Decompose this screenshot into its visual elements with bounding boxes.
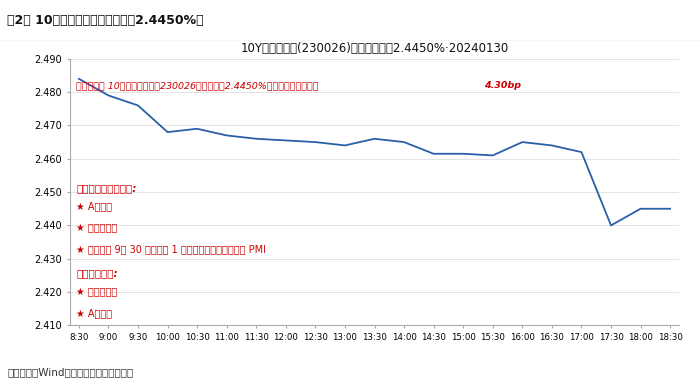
Text: 图2： 10年期国市活跃券收益率（2.4450%）: 图2： 10年期国市活跃券收益率（2.4450%） — [7, 14, 204, 27]
Text: ★ 明天上午 9点 30 分将发布 1 月官方制造业和非制造业 PMI: ★ 明天上午 9点 30 分将发布 1 月官方制造业和非制造业 PMI — [76, 244, 266, 254]
Text: 数据来源：Wind，广发证券发展研究中心: 数据来源：Wind，广发证券发展研究中心 — [7, 367, 133, 377]
Text: 当日行情： 10年国市活跃券（230026）收益率为2.4450%，较前一交易日下行: 当日行情： 10年国市活跃券（230026）收益率为2.4450%，较前一交易日… — [76, 82, 318, 91]
Text: ★ A股下跌: ★ A股下跌 — [76, 308, 112, 318]
Text: ★ A股走势: ★ A股走势 — [76, 201, 112, 211]
Text: 4.30bp: 4.30bp — [484, 82, 521, 91]
Title: 10Y国市活跃券(230026)到期收益率为2.4450%·20240130: 10Y国市活跃券(230026)到期收益率为2.4450%·20240130 — [240, 42, 509, 55]
Text: 利率下行因素:: 利率下行因素: — [76, 268, 118, 278]
Text: ★ 资金面情况: ★ 资金面情况 — [76, 223, 118, 233]
Text: ★ 资金面宽松: ★ 资金面宽松 — [76, 287, 118, 297]
Text: 下一交易日主要关注:: 下一交易日主要关注: — [76, 183, 136, 193]
